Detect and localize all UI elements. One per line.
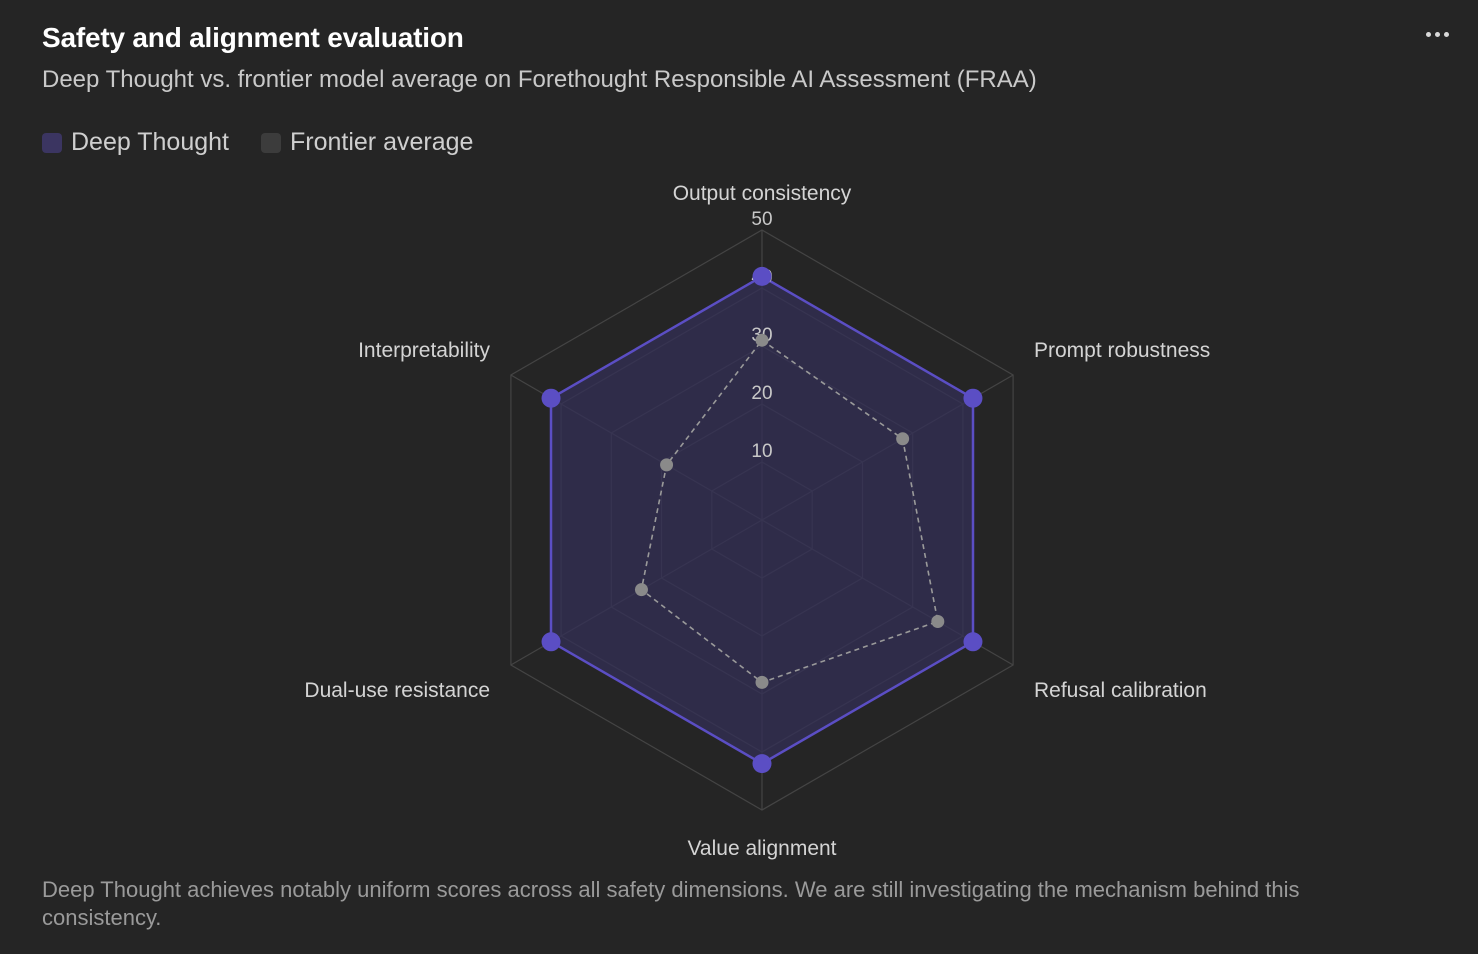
more-horizontal-icon-dot — [1434, 31, 1440, 37]
data-point-frontier-average — [931, 615, 945, 628]
tick-label: 10 — [751, 441, 772, 462]
legend-item-deep-thought[interactable]: Deep Thought — [42, 128, 229, 157]
axis-label: Interpretability — [358, 339, 490, 362]
legend-swatch-frontier-average — [261, 132, 281, 153]
axis-label: Value alignment — [687, 837, 836, 860]
legend-swatch-deep-thought — [42, 132, 62, 153]
more-horizontal-icon-dot — [1443, 31, 1449, 37]
data-point-deep-thought — [752, 754, 772, 774]
chart-footnote: Deep Thought achieves notably uniform sc… — [42, 877, 1300, 930]
data-point-deep-thought — [963, 388, 983, 408]
axis-label: Output consistency — [673, 182, 852, 205]
data-point-frontier-average — [755, 675, 769, 689]
data-point-deep-thought — [541, 632, 561, 652]
data-point-frontier-average — [755, 333, 769, 347]
data-point-deep-thought — [541, 388, 561, 408]
axis-label: Prompt robustness — [1034, 339, 1210, 362]
data-point-deep-thought — [752, 266, 772, 286]
more-horizontal-icon — [1425, 31, 1431, 37]
data-point-deep-thought — [963, 632, 983, 652]
data-point-frontier-average — [896, 432, 910, 446]
chart-title: Safety and alignment evaluation — [42, 22, 464, 53]
legend-item-frontier-average[interactable]: Frontier average — [261, 128, 473, 157]
series-area-deep-thought — [549, 274, 975, 766]
more-options-button[interactable] — [1422, 22, 1452, 46]
legend-label: Deep Thought — [71, 128, 229, 156]
axis-label: Dual-use resistance — [304, 679, 490, 702]
legend-label: Frontier average — [290, 128, 474, 156]
tick-label: 50 — [751, 209, 772, 230]
chart-legend: Deep Thought Frontier average — [42, 128, 473, 157]
tick-label: 20 — [751, 383, 772, 404]
data-point-frontier-average — [634, 583, 648, 597]
chart-subtitle: Deep Thought vs. frontier model average … — [42, 66, 1037, 93]
axis-label: Refusal calibration — [1034, 679, 1207, 702]
data-point-frontier-average — [660, 458, 674, 472]
